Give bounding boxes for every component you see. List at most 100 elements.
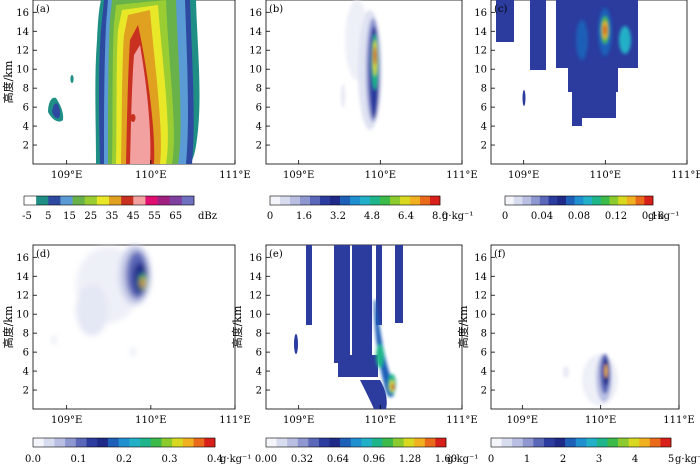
colorbar-swatch [297, 438, 309, 447]
colorbar-label: 0.00 [255, 454, 277, 465]
colorbar-swatch [107, 438, 119, 447]
colorbar-label: 0.08 [568, 211, 590, 222]
x-tick-label: 111°E [446, 170, 477, 181]
colorbar-swatch [565, 196, 575, 205]
y-tick-label: 16 [474, 253, 487, 264]
y-tick-label: 6 [256, 348, 262, 359]
colorbar-swatch [400, 196, 411, 205]
y-ticks: 2 4 6 8 10 12 14 16 [474, 8, 495, 152]
colorbar-swatch [308, 438, 320, 447]
colorbar-swatch [618, 196, 628, 205]
x-tick-label: 110°E [365, 170, 396, 181]
y-tick-label: 2 [481, 141, 487, 152]
y-tick-label: 4 [23, 367, 29, 378]
colorbar-swatch [96, 196, 110, 205]
colorbar-unit: g·kg⁻¹ [648, 211, 679, 222]
colorbar-label: 0.32 [291, 454, 313, 465]
colorbar-swatch [543, 438, 555, 447]
colorbar-swatch [539, 196, 549, 205]
y-tick-label: 10 [249, 310, 262, 321]
y-axis-label: 高度/km [1, 305, 15, 348]
colorbar-swatch [24, 196, 37, 205]
colorbar-swatch [72, 196, 86, 205]
colorbar-swatch [361, 438, 373, 447]
colorbar: -5 5 15 25 35 45 55 65 dBz [22, 195, 217, 222]
colorbar-swatch [350, 196, 361, 205]
y-ticks: 2 4 6 8 10 12 14 16 [16, 253, 37, 397]
colorbar-swatch [548, 196, 558, 205]
colorbar-label: 15 [63, 211, 76, 222]
reflectivity-field [48, 0, 200, 164]
panel-e: (e) 高度/km 2 4 6 8 10 12 14 16 109°E 110°E 111°E 0… [230, 244, 478, 465]
panel-label: (b) [269, 4, 283, 15]
x-ticks: 109°E 110°E 111°E [283, 160, 478, 181]
colorbar-swatch [393, 438, 404, 447]
colorbar-swatch [420, 196, 431, 205]
y-tick-label: 8 [256, 84, 262, 95]
colorbar-swatch [133, 196, 146, 205]
y-tick-label: 8 [23, 329, 29, 340]
colorbar-swatch [424, 438, 436, 447]
colorbar-swatch [109, 196, 122, 205]
colorbar-label: 0.64 [327, 454, 349, 465]
colorbar-swatch [290, 196, 301, 205]
colorbar-swatch [182, 438, 194, 447]
x-tick-label: 110°E [585, 415, 616, 426]
colorbar-swatch [360, 196, 371, 205]
y-tick-label: 14 [249, 272, 262, 283]
colorbar-swatch [172, 438, 184, 447]
colorbar-frame [23, 195, 195, 206]
ice-field [496, 0, 638, 126]
y-tick-label: 12 [474, 291, 487, 302]
colorbar-label: 55 [148, 211, 161, 222]
y-tick-label: 6 [481, 103, 487, 114]
colorbar-swatch [150, 438, 162, 447]
colorbar-label: 1 [524, 454, 530, 465]
colorbar: 0 0.04 0.08 0.12 0.16g·kg⁻¹ [502, 195, 679, 222]
y-tick-label: 12 [474, 46, 487, 57]
y-tick-label: 12 [249, 291, 262, 302]
colorbar-swatch [390, 196, 401, 205]
colorbar-label: 3 [596, 454, 602, 465]
y-axis-label: 高度/km [456, 305, 470, 348]
y-tick-label: 2 [23, 386, 29, 397]
y-tick-label: 12 [249, 46, 262, 57]
y-tick-label: 4 [256, 367, 262, 378]
colorbar-label: 0.2 [116, 454, 132, 465]
graupel-field [294, 245, 403, 409]
colorbar-swatch [371, 438, 383, 447]
colorbar-swatch [129, 438, 141, 447]
y-tick-label: 14 [474, 27, 487, 38]
panel-label: (f) [494, 249, 506, 260]
colorbar-swatch [36, 196, 49, 205]
colorbar-label: 4.8 [364, 211, 380, 222]
colorbar-label: 0.12 [605, 211, 627, 222]
colorbar-unit: dBz [198, 211, 217, 222]
colorbar-unit: g·kg⁻¹ [675, 454, 700, 465]
colorbar-label: 0.04 [531, 211, 553, 222]
colorbar-swatch [84, 196, 98, 205]
y-tick-label: 10 [16, 310, 29, 321]
colorbar-swatch [414, 438, 426, 447]
colorbar-unit: g·kg⁻¹ [442, 211, 473, 222]
colorbar-label: 5 [45, 211, 51, 222]
colorbar-label: 0.96 [363, 454, 385, 465]
colorbar-swatch [635, 196, 645, 205]
panel-label: (e) [269, 249, 283, 260]
panel-d: (d) 高度/km 2 4 6 8 10 12 14 16 109°E 110°E 111°E 0… [1, 244, 251, 465]
rain-field [563, 354, 618, 406]
y-tick-label: 16 [249, 8, 262, 19]
colorbar-label: 0 [488, 454, 494, 465]
colorbar-swatch [181, 196, 195, 205]
y-tick-label: 4 [256, 122, 262, 133]
colorbar-swatch [48, 196, 61, 205]
colorbar-swatch [86, 438, 98, 447]
x-tick-label: 111°E [446, 415, 477, 426]
colorbar-swatch [204, 438, 216, 447]
x-tick-label: 109°E [51, 415, 82, 426]
colorbar-swatch [491, 438, 502, 447]
panel-a: (a) 高度/km 2 4 6 8 10 12 14 16 109°E 110°E 111°E -… [1, 0, 251, 222]
colorbar-swatch [287, 438, 299, 447]
x-tick-label: 109°E [283, 415, 314, 426]
